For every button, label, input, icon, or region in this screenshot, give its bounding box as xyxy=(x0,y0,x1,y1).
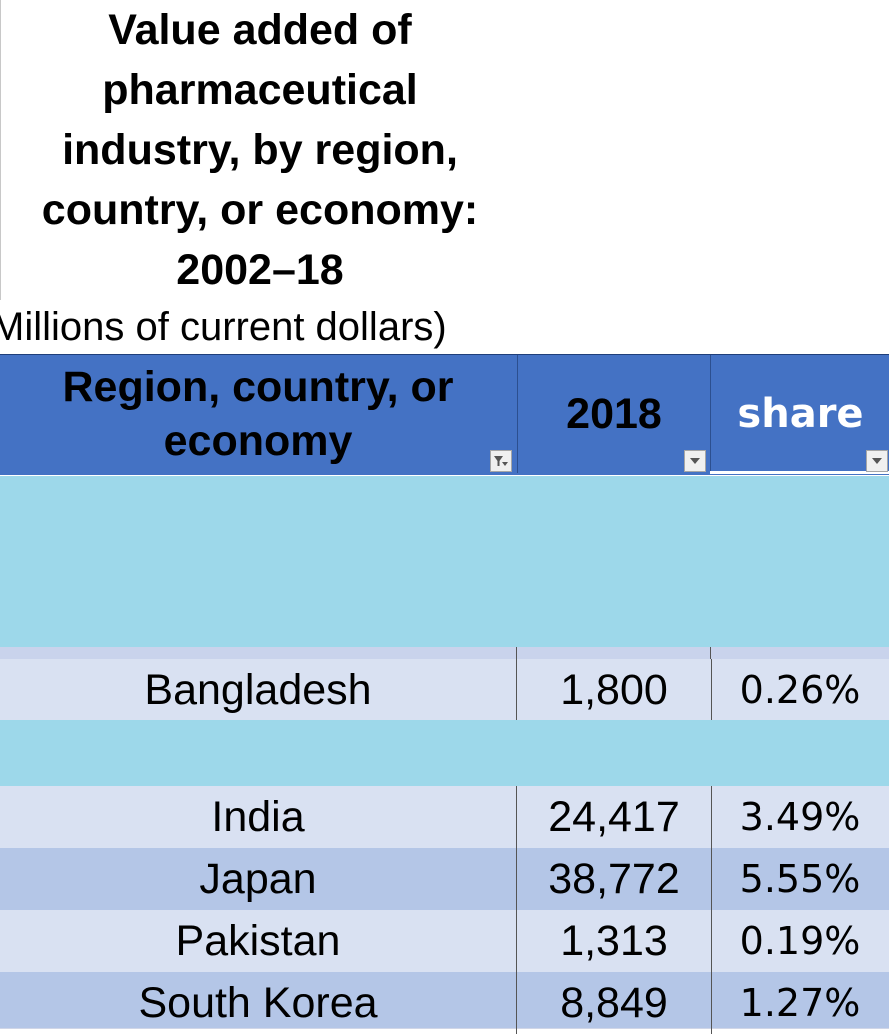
title-line-4: country, or economy: xyxy=(41,186,479,234)
units-subtitle: Millions of current dollars) xyxy=(0,305,447,349)
title-line-3: industry, by region, xyxy=(62,126,458,174)
table-title: Value added of pharmaceutical industry, … xyxy=(0,0,520,300)
redacted-region-2 xyxy=(0,720,889,786)
region-filter-button[interactable] xyxy=(490,450,512,472)
row-name: Japan xyxy=(199,854,317,903)
row-value: 24,417 xyxy=(516,786,712,848)
table-row[interactable]: Japan 38,772 5.55% xyxy=(0,848,889,911)
title-line-2: pharmaceutical xyxy=(102,66,418,114)
header-region-label: Region, country, or economy xyxy=(62,363,454,465)
header-year-label: 2018 xyxy=(566,389,662,438)
filter-applied-icon xyxy=(494,456,508,466)
table-row[interactable]: India 24,417 3.49% xyxy=(0,786,889,849)
row-name: Bangladesh xyxy=(144,665,372,714)
header-share-label: share xyxy=(737,391,864,437)
row-share: 0.26% xyxy=(739,668,861,712)
column-separator xyxy=(516,647,517,659)
row-value: 38,772 xyxy=(516,848,712,910)
row-value: 8,849 xyxy=(516,972,712,1034)
share-filter-button[interactable] xyxy=(866,450,888,472)
year-filter-button[interactable] xyxy=(684,450,706,472)
table-row[interactable]: Bangladesh 1,800 0.26% xyxy=(0,659,889,722)
row-name: South Korea xyxy=(138,978,378,1027)
row-name: Pakistan xyxy=(175,916,341,965)
redacted-region-1 xyxy=(0,476,889,647)
dropdown-arrow-icon xyxy=(872,458,882,464)
row-share: 0.19% xyxy=(739,919,861,963)
table-row[interactable]: South Korea 8,849 1.27% xyxy=(0,972,889,1034)
sheet-left-border xyxy=(0,0,1,300)
title-line-1: Value added of xyxy=(108,6,412,54)
row-share: 3.49% xyxy=(739,795,861,839)
table-header-row: Region, country, or economy 2018 share xyxy=(0,354,889,475)
row-name: India xyxy=(211,792,305,841)
column-separator xyxy=(710,647,711,659)
header-year[interactable]: 2018 xyxy=(517,355,710,473)
row-share: 1.27% xyxy=(739,981,861,1025)
header-region[interactable]: Region, country, or economy xyxy=(0,355,516,473)
dropdown-arrow-icon xyxy=(690,458,700,464)
row-value: 1,313 xyxy=(516,910,712,972)
row-value: 1,800 xyxy=(516,659,712,721)
header-share[interactable]: share xyxy=(710,355,889,473)
row-share: 5.55% xyxy=(739,857,861,901)
table-row[interactable]: Pakistan 1,313 0.19% xyxy=(0,910,889,973)
title-line-5: 2002–18 xyxy=(176,246,344,294)
header-share-underline xyxy=(710,471,889,474)
